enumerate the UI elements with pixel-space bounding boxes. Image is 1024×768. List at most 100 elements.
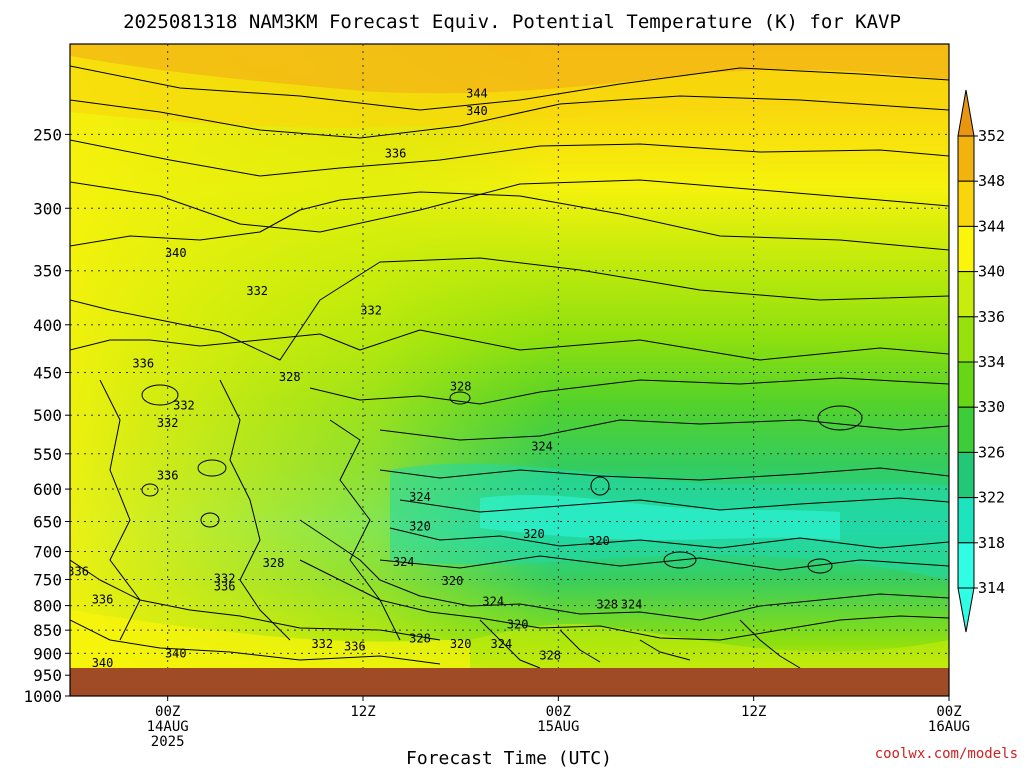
colorbar-top-arrow xyxy=(957,89,975,137)
colorbar-bottom-arrow xyxy=(957,587,975,633)
colorbar-label: 336 xyxy=(978,308,1005,326)
contour-label: 328 xyxy=(539,649,561,663)
colorbar-label: 340 xyxy=(978,263,1005,281)
contour-closed xyxy=(141,483,159,497)
contour-label: 324 xyxy=(393,555,415,569)
contour-label: 340 xyxy=(92,656,114,670)
y-tick-label: 350 xyxy=(33,262,62,281)
y-tick-label: 1000 xyxy=(23,687,62,706)
contour-label: 328 xyxy=(263,556,285,570)
contour-label: 336 xyxy=(157,468,179,482)
contour-label: 324 xyxy=(531,439,553,453)
colorbar-swatch xyxy=(957,451,975,499)
colorbar: 352 348 344 340 336 334 330 326 322 318 314 xyxy=(957,89,1005,633)
y-tick-label: 250 xyxy=(33,125,62,144)
contour-label: 324 xyxy=(621,598,643,612)
colorbar-label: 330 xyxy=(978,398,1005,416)
contour-line xyxy=(70,619,441,665)
y-tick-label: 700 xyxy=(33,543,62,562)
colorbar-label: 322 xyxy=(978,489,1005,507)
y-tick-label: 950 xyxy=(33,666,62,685)
contour-line xyxy=(219,379,291,641)
contour-line xyxy=(70,257,949,361)
x-tick-label: 12Z xyxy=(350,704,375,720)
contour-label: 320 xyxy=(523,527,545,541)
contour-line xyxy=(99,379,141,641)
y-tick-label: 550 xyxy=(33,445,62,464)
x-tick-label: 14AUG xyxy=(147,719,189,735)
colorbar-label: 352 xyxy=(978,127,1005,145)
x-tick-label: 00Z xyxy=(936,704,961,720)
colorbar-label: 348 xyxy=(978,172,1005,190)
y-tick-label: 750 xyxy=(33,570,62,589)
contour-label: 344 xyxy=(466,87,488,101)
contour-label: 324 xyxy=(409,490,431,504)
contour-closed xyxy=(590,476,610,496)
contour-label: 332 xyxy=(360,303,382,317)
contour-label: 336 xyxy=(92,592,114,606)
colorbar-label: 344 xyxy=(978,217,1005,235)
contour-label: 336 xyxy=(67,564,89,578)
x-tick-label: 00Z xyxy=(155,704,180,720)
contour-label: 324 xyxy=(491,637,513,651)
contour-label: 328 xyxy=(409,632,431,646)
contour-label: 332 xyxy=(311,637,333,651)
colorbar-label: 326 xyxy=(978,443,1005,461)
contour-label: 328 xyxy=(596,598,618,612)
contour-line xyxy=(639,639,691,661)
contour-label: 336 xyxy=(214,579,236,593)
contour-line xyxy=(309,377,949,405)
contour-line xyxy=(559,629,601,663)
colorbar-label: 318 xyxy=(978,534,1005,552)
contour-closed xyxy=(449,391,471,405)
contour-label: 340 xyxy=(165,246,187,260)
contour-label: 328 xyxy=(279,370,301,384)
y-tick-label: 400 xyxy=(33,316,62,335)
contour-label: 340 xyxy=(466,104,488,118)
contour-label: 332 xyxy=(173,398,195,412)
colorbar-swatch xyxy=(957,180,975,227)
colorbar-label: 314 xyxy=(978,579,1005,597)
y-tick-label: 450 xyxy=(33,364,62,383)
contour-label: 320 xyxy=(409,519,431,533)
contour-label: 336 xyxy=(385,146,407,160)
colorbar-swatch xyxy=(957,406,975,453)
x-tick-label: 15AUG xyxy=(537,719,579,735)
contour-line xyxy=(389,527,949,549)
colorbar-swatch xyxy=(957,542,975,589)
y-tick-label: 300 xyxy=(33,199,62,218)
credit-text: coolwx.com/models xyxy=(875,746,1018,762)
colorbar-swatch xyxy=(957,316,975,363)
x-tick-label: 12Z xyxy=(741,704,766,720)
contour-label: 320 xyxy=(588,534,610,548)
contour-line xyxy=(379,467,949,481)
contour-line xyxy=(379,419,949,441)
y-tick-label: 500 xyxy=(33,406,62,425)
contour-closed xyxy=(807,558,833,574)
contour-label: 332 xyxy=(157,416,179,430)
colorbar-swatch xyxy=(957,225,975,273)
colorbar-swatch xyxy=(957,361,975,408)
contour-label: 332 xyxy=(214,571,236,585)
y-tick-label: 650 xyxy=(33,512,62,531)
contour-line xyxy=(70,329,949,361)
contour-label: 320 xyxy=(507,617,529,631)
x-tick-label: 2025 xyxy=(151,734,185,750)
y-tick-label: 600 xyxy=(33,480,62,499)
contour-label: 320 xyxy=(450,637,472,651)
contour-line xyxy=(70,191,949,251)
x-axis-label: Forecast Time (UTC) xyxy=(406,748,612,768)
plot-area: 3443403363403323323363283283323323243363… xyxy=(67,44,949,696)
contour-line xyxy=(379,555,949,571)
colorbar-swatch xyxy=(957,135,975,182)
contour-closed xyxy=(200,512,220,528)
contour-closed xyxy=(141,384,179,406)
y-tick-label: 900 xyxy=(33,644,62,663)
contour-label: 320 xyxy=(442,574,464,588)
colorbar-label: 334 xyxy=(978,353,1005,371)
ground-surface xyxy=(70,668,949,696)
contour-closed xyxy=(817,405,863,431)
plot-frame xyxy=(69,43,950,697)
contour-line xyxy=(70,179,949,233)
